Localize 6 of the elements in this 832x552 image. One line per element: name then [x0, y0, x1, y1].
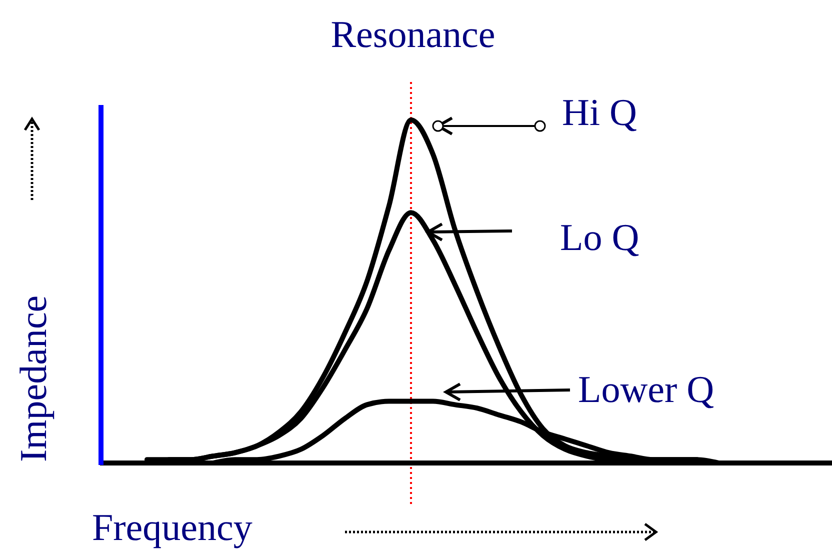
legend-label: Hi Q — [562, 92, 637, 134]
x-axis-title: Frequency — [92, 507, 252, 549]
y-axis-title: Impedance — [13, 295, 55, 462]
legend-label: Lower Q — [578, 369, 714, 411]
legend-label: Lo Q — [560, 217, 640, 259]
chart-title: Resonance — [330, 14, 496, 56]
